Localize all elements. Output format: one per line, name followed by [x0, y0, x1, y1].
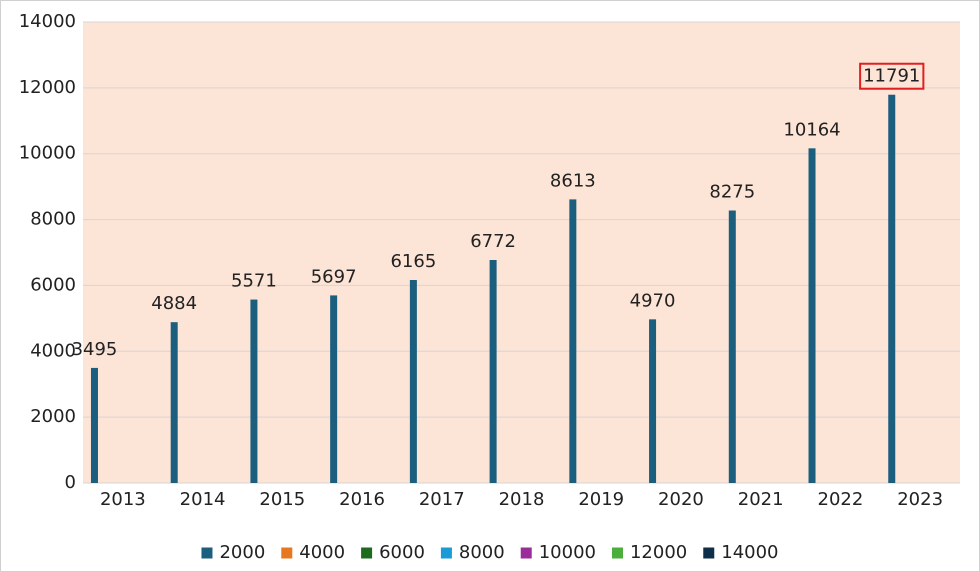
bar: [808, 148, 816, 483]
y-tick-label: 6000: [30, 274, 76, 295]
x-tick-label: 2020: [658, 489, 704, 510]
data-label: 5697: [311, 266, 357, 287]
x-tick-label: 2015: [259, 489, 305, 510]
bar: [728, 210, 736, 484]
bar: [649, 319, 657, 483]
x-tick-label: 2017: [419, 489, 465, 510]
legend-item: 12000: [611, 542, 687, 563]
legend-marker: [703, 547, 715, 559]
y-tick-label: 8000: [30, 209, 76, 230]
legend-marker: [201, 547, 213, 559]
legend-label: 12000: [630, 542, 687, 563]
legend-label: 14000: [721, 542, 778, 563]
bar: [330, 295, 338, 483]
y-tick-label: 0: [65, 472, 76, 493]
data-label: 4970: [630, 290, 676, 311]
bar: [90, 367, 98, 483]
x-tick-label: 2021: [738, 489, 784, 510]
legend-marker: [520, 547, 532, 559]
legend-marker: [611, 547, 623, 559]
highlight-box: [859, 62, 925, 90]
x-tick-label: 2023: [897, 489, 943, 510]
legend-item: 4000: [281, 542, 345, 563]
x-tick-label: 2022: [818, 489, 864, 510]
legend-item: 10000: [520, 542, 596, 563]
x-tick-label: 2013: [100, 489, 146, 510]
data-label: 10164: [783, 119, 840, 140]
legend-label: 8000: [459, 542, 505, 563]
bar: [409, 279, 417, 483]
y-tick-label: 10000: [19, 143, 76, 164]
data-label: 8613: [550, 170, 596, 191]
y-tick-label: 12000: [19, 77, 76, 98]
data-label: 11791: [863, 66, 920, 87]
data-label: 8275: [709, 182, 755, 203]
legend-marker: [361, 547, 373, 559]
y-tick-label: 14000: [19, 11, 76, 32]
y-tick-label: 2000: [30, 406, 76, 427]
legend-item: 6000: [361, 542, 425, 563]
plot-area: [83, 22, 960, 483]
legend-label: 4000: [299, 542, 345, 563]
data-label: 5571: [231, 271, 277, 292]
y-tick-label: 4000: [30, 340, 76, 361]
legend-label: 2000: [219, 542, 265, 563]
x-tick-label: 2019: [578, 489, 624, 510]
bar: [888, 94, 896, 484]
data-label: 3495: [72, 339, 118, 360]
legend-item: 2000: [201, 542, 265, 563]
bar: [569, 199, 577, 483]
data-label: 6772: [470, 231, 516, 252]
x-tick-label: 2018: [499, 489, 545, 510]
legend-item: 14000: [703, 542, 779, 563]
data-label: 6165: [390, 251, 436, 272]
bar: [250, 299, 258, 483]
x-tick-label: 2014: [180, 489, 226, 510]
data-label: 4884: [151, 293, 197, 314]
legend-label: 10000: [539, 542, 596, 563]
bar: [489, 260, 497, 483]
legend-marker: [281, 547, 293, 559]
legend-item: 8000: [440, 542, 505, 563]
legend-marker: [440, 547, 452, 559]
x-tick-label: 2016: [339, 489, 385, 510]
legend-label: 6000: [379, 542, 425, 563]
bar: [170, 322, 178, 483]
